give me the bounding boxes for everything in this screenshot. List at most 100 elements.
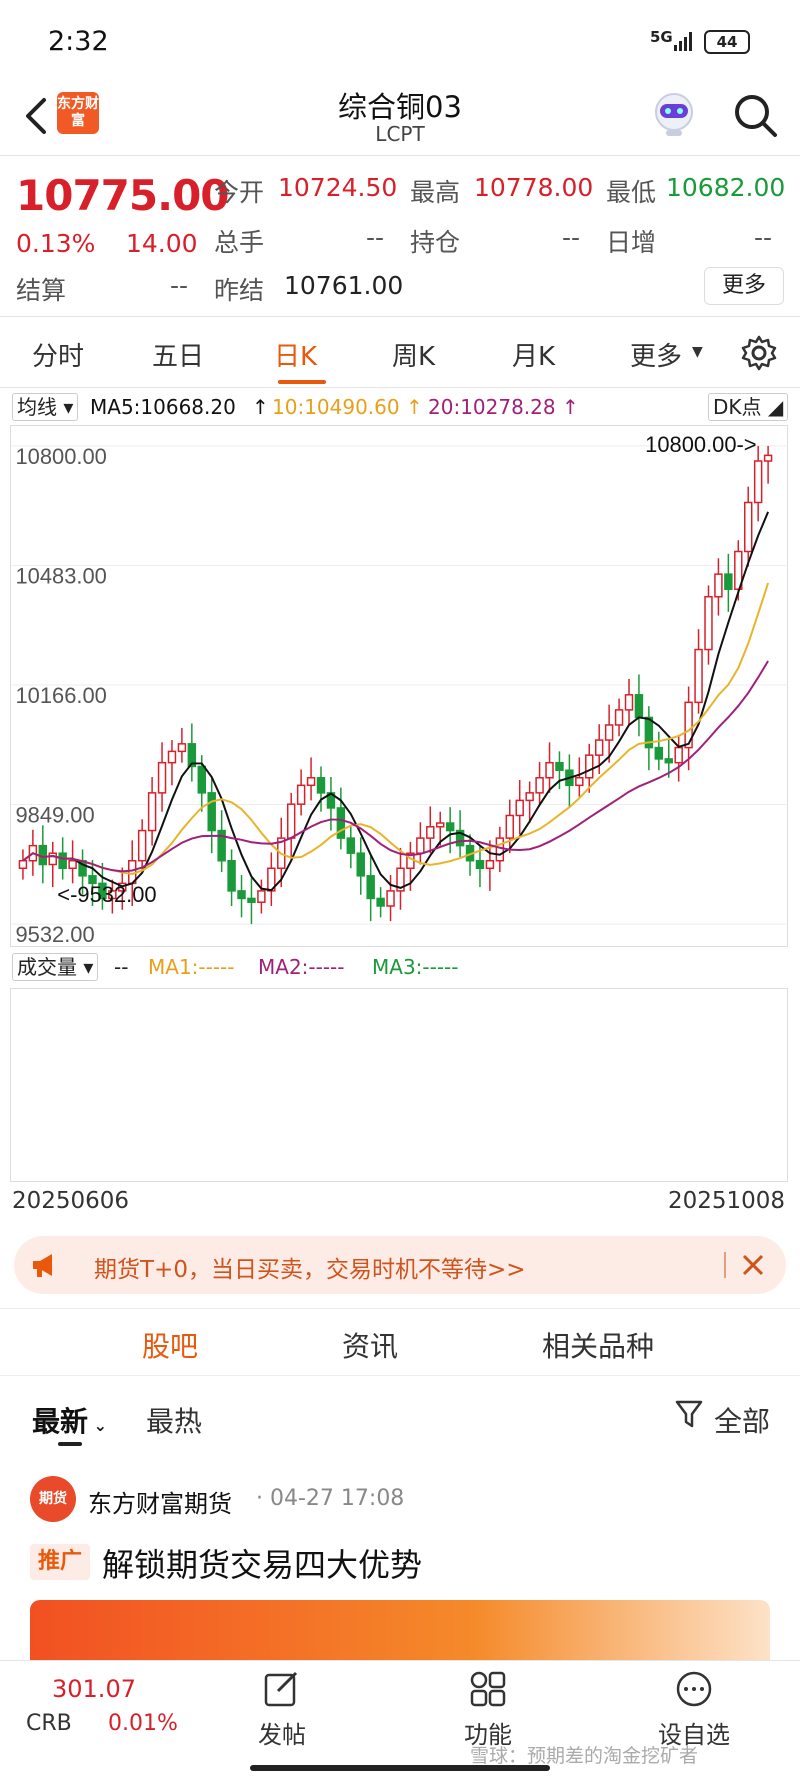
candle (525, 792, 534, 802)
ma-selector[interactable]: 均线 ▾ (12, 393, 79, 421)
volume-dash: -- (114, 955, 129, 979)
dk-point-selector[interactable]: DK点 ◢ (708, 393, 789, 421)
y-tick-label: 10166.00 (15, 683, 106, 708)
settle-label: 结算 (16, 276, 67, 305)
post-title[interactable]: 解锁期货交易四大优势 (102, 1546, 423, 1584)
candle (18, 859, 28, 870)
candle (485, 859, 495, 870)
candlestick-chart[interactable]: 10800.00 10483.00 10166.00 9849.00 9532.00 10… (10, 425, 788, 947)
section-tabs: 股吧 资讯 相关品种 (0, 1308, 800, 1376)
ma20-line (22, 660, 769, 873)
promo-banner[interactable]: 期货T+0，当日买卖，交易时机不等待>> (14, 1236, 786, 1294)
low-value: 10682.00 (666, 173, 786, 202)
active-tab-indicator (278, 380, 326, 384)
y-tick-label: 9532.00 (15, 922, 94, 947)
page-subtitle: LCPT (375, 122, 425, 146)
candle (306, 777, 316, 787)
last-price: 10775.00 (16, 171, 230, 220)
candle (316, 777, 326, 794)
volume-selector-label: 成交量 (17, 955, 77, 979)
search-icon[interactable] (730, 90, 780, 140)
candle (187, 743, 197, 768)
candle (555, 761, 564, 771)
ma-selector-label: 均线 (17, 395, 57, 419)
post-time: · 04-27 17:08 (256, 1486, 405, 1511)
candle (694, 648, 703, 704)
candle (98, 882, 107, 900)
candle (177, 743, 187, 753)
tab-forum[interactable]: 股吧 (142, 1330, 199, 1363)
candle (614, 709, 624, 726)
y-tick-label: 10800.00 (15, 444, 106, 469)
candle (505, 814, 514, 839)
ma-legend: 均线 ▾ MA5:10668.20 ↑ 10:10490.60 ↑ 20:102… (0, 390, 800, 424)
candle (157, 761, 167, 794)
volume-value: -- (366, 223, 385, 252)
candle (455, 829, 465, 847)
promo-divider (724, 1252, 726, 1278)
edit-icon[interactable] (262, 1669, 302, 1709)
gear-icon[interactable] (740, 334, 778, 372)
candle (356, 852, 365, 877)
header: 东方财富 综合铜03 LCPT (0, 80, 800, 156)
candle (108, 890, 117, 900)
candle (58, 852, 67, 870)
volume-chart[interactable] (10, 988, 788, 1182)
index-symbol[interactable]: CRB (26, 1711, 72, 1736)
prev-settle-label: 昨结 (214, 276, 265, 305)
candle (237, 890, 246, 900)
post-image[interactable] (30, 1600, 770, 1660)
candle (426, 826, 435, 839)
sort-hot[interactable]: 最热 (146, 1405, 203, 1438)
ma10-arrow-icon: ↑ (406, 395, 423, 419)
grid-icon[interactable] (468, 1669, 508, 1709)
dk-point-label: DK点 (713, 395, 762, 419)
candle (515, 799, 524, 817)
index-value[interactable]: 301.07 (52, 1675, 136, 1703)
add-watchlist-icon[interactable] (674, 1669, 714, 1709)
tab-weekly-k[interactable]: 周K (392, 342, 436, 372)
post-author[interactable]: 东方财富期货 (88, 1490, 232, 1518)
home-indicator (250, 1765, 550, 1771)
candle (763, 454, 773, 462)
more-button[interactable]: 更多 (704, 267, 784, 305)
candle (594, 739, 604, 756)
volume-selector[interactable]: 成交量 ▾ (12, 953, 99, 981)
candle (535, 777, 544, 794)
tab-more[interactable]: 更多 (630, 342, 683, 372)
status-time: 2:32 (48, 26, 109, 57)
avatar[interactable]: 期货 (30, 1476, 76, 1522)
candle (753, 460, 763, 504)
sort-latest[interactable]: 最新 ⌄ (32, 1405, 107, 1438)
sort-tab-indicator (58, 1442, 82, 1446)
candle (744, 501, 753, 553)
post-button[interactable]: 发帖 (258, 1721, 306, 1749)
filter-icon[interactable] (674, 1398, 704, 1432)
filter-all[interactable]: 全部 (714, 1405, 771, 1438)
tab-five-day[interactable]: 五日 (152, 342, 205, 372)
candle (475, 859, 485, 870)
tab-monthly-k[interactable]: 月K (512, 342, 556, 372)
more-chevron-down-icon: ▼ (692, 344, 703, 360)
ma20-arrow-icon: ↑ (562, 395, 579, 419)
volume-legend: 成交量 ▾ -- MA1:----- MA2:----- MA3:----- (0, 950, 800, 984)
index-change[interactable]: 0.01% (108, 1711, 178, 1736)
daily-increase-value: -- (754, 223, 773, 252)
candle (684, 701, 693, 749)
function-button[interactable]: 功能 (464, 1721, 512, 1749)
candle (88, 875, 97, 885)
tab-daily-k[interactable]: 日K (274, 342, 318, 372)
period-tabs: 分时 五日 日K 周K 月K 更多 ▼ (0, 318, 800, 388)
tab-related[interactable]: 相关品种 (542, 1330, 655, 1363)
tab-news[interactable]: 资讯 (342, 1330, 399, 1363)
candle (207, 792, 216, 832)
open-interest-value: -- (562, 223, 581, 252)
close-icon[interactable] (738, 1250, 768, 1280)
candle (366, 875, 375, 900)
max-price-label: 10800.00-> (645, 432, 756, 457)
sort-latest-label: 最新 (32, 1405, 89, 1438)
add-watchlist-button[interactable]: 设自选 (658, 1721, 730, 1749)
back-arrow-icon[interactable] (18, 92, 54, 140)
robot-assistant-icon[interactable] (648, 88, 700, 140)
tab-intraday[interactable]: 分时 (32, 342, 85, 372)
